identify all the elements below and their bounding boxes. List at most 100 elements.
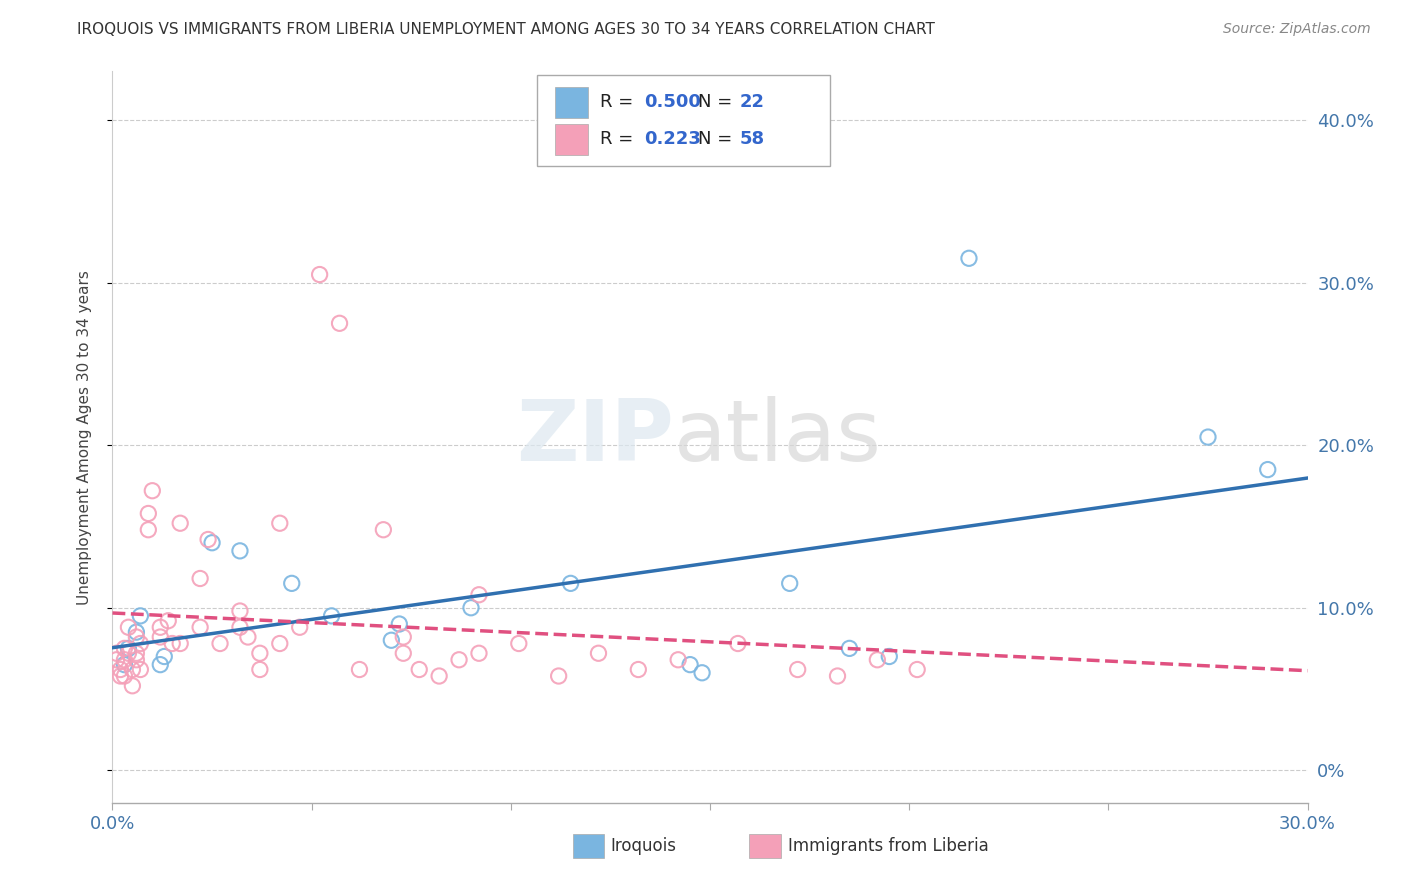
Point xyxy=(117,620,139,634)
Point xyxy=(690,665,713,680)
Point xyxy=(1257,462,1279,476)
Point xyxy=(229,620,252,634)
FancyBboxPatch shape xyxy=(572,834,603,858)
Point xyxy=(201,535,224,549)
Point xyxy=(110,663,132,677)
Point xyxy=(249,646,271,660)
Point xyxy=(121,663,143,677)
Point xyxy=(666,653,689,667)
Text: 0.223: 0.223 xyxy=(644,130,702,148)
Text: 0.500: 0.500 xyxy=(644,94,702,112)
Point xyxy=(460,600,482,615)
Point xyxy=(117,646,139,660)
Point xyxy=(449,653,471,667)
Point xyxy=(209,636,232,650)
Text: 58: 58 xyxy=(740,130,765,148)
Point xyxy=(169,636,191,650)
Text: Iroquois: Iroquois xyxy=(610,837,676,855)
Point xyxy=(229,604,252,618)
Point xyxy=(779,576,801,591)
FancyBboxPatch shape xyxy=(554,87,588,118)
Point xyxy=(508,636,530,650)
Text: N =: N = xyxy=(699,130,738,148)
Point xyxy=(679,657,702,672)
Point xyxy=(269,516,291,531)
Point xyxy=(957,252,980,266)
Text: N =: N = xyxy=(699,94,738,112)
Point xyxy=(149,630,172,644)
Point xyxy=(141,483,163,498)
Point xyxy=(547,669,569,683)
Point xyxy=(905,663,928,677)
Point xyxy=(197,533,219,547)
Point xyxy=(288,620,311,634)
Text: 22: 22 xyxy=(740,94,765,112)
Text: R =: R = xyxy=(600,130,640,148)
Point xyxy=(125,653,148,667)
Text: Immigrants from Liberia: Immigrants from Liberia xyxy=(787,837,988,855)
Point xyxy=(149,657,172,672)
Point xyxy=(408,663,430,677)
Point xyxy=(392,646,415,660)
Point xyxy=(138,523,160,537)
Point xyxy=(866,653,889,667)
Point xyxy=(373,523,395,537)
Point xyxy=(125,630,148,644)
Point xyxy=(838,641,860,656)
Point xyxy=(129,663,152,677)
Point xyxy=(380,633,402,648)
Point xyxy=(827,669,849,683)
Point xyxy=(229,544,252,558)
Text: Source: ZipAtlas.com: Source: ZipAtlas.com xyxy=(1223,22,1371,37)
Point xyxy=(329,316,352,330)
Point xyxy=(627,663,650,677)
Point xyxy=(105,646,128,660)
Text: IROQUOIS VS IMMIGRANTS FROM LIBERIA UNEMPLOYMENT AMONG AGES 30 TO 34 YEARS CORRE: IROQUOIS VS IMMIGRANTS FROM LIBERIA UNEM… xyxy=(77,22,935,37)
Point xyxy=(129,636,152,650)
Point xyxy=(879,649,901,664)
Text: ZIP: ZIP xyxy=(516,395,675,479)
Point xyxy=(129,608,152,623)
Point xyxy=(125,646,148,660)
Point xyxy=(388,617,411,632)
Text: atlas: atlas xyxy=(675,395,882,479)
Point xyxy=(786,663,808,677)
FancyBboxPatch shape xyxy=(537,75,830,167)
Point xyxy=(157,614,180,628)
Point xyxy=(153,649,176,664)
Point xyxy=(468,588,491,602)
Point xyxy=(188,620,211,634)
Point xyxy=(105,653,128,667)
FancyBboxPatch shape xyxy=(749,834,780,858)
Point xyxy=(149,620,172,634)
Point xyxy=(588,646,610,660)
Point xyxy=(727,636,749,650)
Point xyxy=(321,608,343,623)
Point xyxy=(114,657,135,672)
Point xyxy=(392,630,415,644)
Point xyxy=(114,669,135,683)
Point xyxy=(121,679,143,693)
Point xyxy=(427,669,450,683)
Point xyxy=(114,653,135,667)
Point xyxy=(114,641,135,656)
Text: R =: R = xyxy=(600,94,640,112)
Point xyxy=(162,636,183,650)
Point xyxy=(249,663,271,677)
Point xyxy=(169,516,191,531)
Point xyxy=(236,630,259,644)
Point xyxy=(560,576,582,591)
Point xyxy=(269,636,291,650)
Point xyxy=(188,572,211,586)
Point xyxy=(468,646,491,660)
Point xyxy=(308,268,330,282)
Y-axis label: Unemployment Among Ages 30 to 34 years: Unemployment Among Ages 30 to 34 years xyxy=(77,269,91,605)
Point xyxy=(281,576,304,591)
Point xyxy=(1197,430,1219,444)
Point xyxy=(349,663,371,677)
Point xyxy=(138,507,160,521)
Point xyxy=(125,625,148,640)
FancyBboxPatch shape xyxy=(554,124,588,154)
Point xyxy=(117,641,139,656)
Point xyxy=(110,669,132,683)
